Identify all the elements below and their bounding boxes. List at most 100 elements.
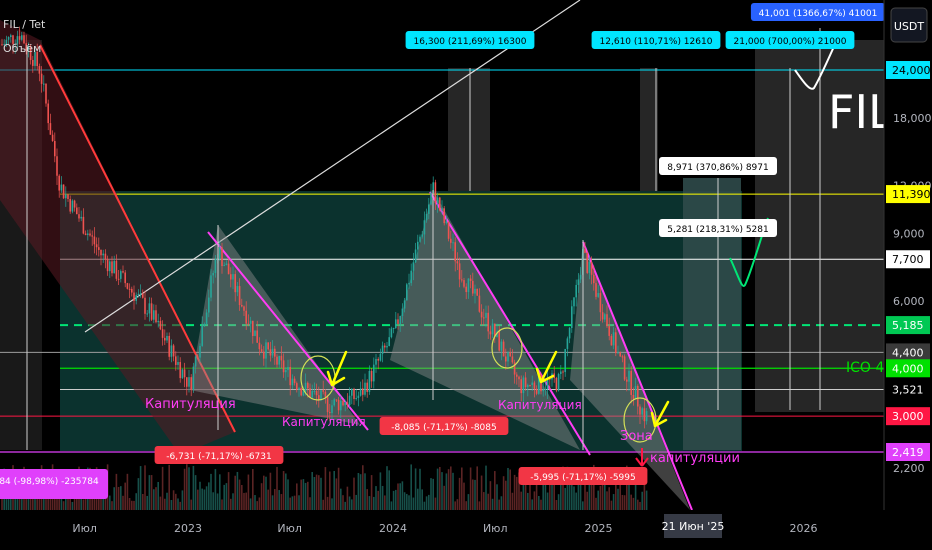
candle-body	[379, 353, 382, 361]
currency-button[interactable]: USDT	[890, 7, 928, 43]
price-badge: 7,700	[886, 250, 930, 269]
volume-bar	[221, 499, 223, 510]
candle-body	[146, 313, 148, 315]
measure-label: 21,000 (700,00%) 21000	[725, 31, 855, 49]
volume-bar	[175, 493, 177, 510]
volume-bar	[126, 473, 129, 510]
candle-body	[617, 352, 619, 354]
volume-bar	[474, 479, 476, 510]
volume-bar	[208, 482, 210, 510]
volume-bar	[1, 492, 3, 510]
volume-bar	[419, 468, 421, 510]
candle-body	[485, 312, 487, 318]
volume-bar	[560, 482, 562, 510]
volume-bar	[498, 499, 500, 510]
volume-bar	[417, 488, 419, 510]
volume-bar	[296, 483, 298, 510]
volume-bar	[348, 496, 351, 510]
candle-body	[447, 221, 450, 239]
candle-body	[623, 356, 626, 380]
volume-bar	[553, 482, 555, 510]
svg-text:21,000 (700,00%) 21000: 21,000 (700,00%) 21000	[734, 37, 847, 47]
volume-bar	[529, 470, 531, 510]
candle-body	[25, 43, 27, 50]
candle-body	[203, 323, 206, 326]
volume-bar	[507, 467, 509, 510]
candle-body	[168, 335, 170, 357]
volume-bar	[469, 467, 472, 510]
volume-bar	[144, 465, 146, 510]
candle-body	[106, 259, 109, 272]
candle-body	[353, 388, 355, 399]
volume-bar	[626, 465, 628, 510]
volume-bar	[463, 482, 465, 510]
candle-body	[241, 304, 243, 307]
candle-body	[513, 362, 516, 375]
candle-body	[320, 390, 322, 401]
candle-body	[67, 194, 69, 200]
currency-button-label[interactable]: USDT	[894, 20, 925, 33]
volume-bar	[641, 491, 643, 510]
measure-label: -5,995 (-71,17%) -5995	[518, 467, 648, 485]
candle-body	[188, 377, 190, 387]
candle-body	[549, 378, 551, 380]
volume-bar	[122, 495, 124, 510]
volume-bar	[322, 499, 324, 510]
candle-body	[252, 320, 254, 336]
volume-bar	[531, 499, 533, 510]
candle-body	[139, 293, 142, 295]
candle-body	[557, 373, 560, 391]
volume-bar	[452, 472, 454, 510]
candle-body	[527, 384, 529, 388]
candle-body	[87, 233, 89, 235]
volume-bar	[630, 494, 632, 510]
svg-text:-8,085 (-71,17%) -8085: -8,085 (-71,17%) -8085	[391, 423, 496, 433]
candle-body	[234, 274, 236, 293]
candle-body	[172, 345, 175, 357]
volume-bar	[234, 475, 236, 510]
volume-bar	[639, 501, 641, 510]
volume-bar	[392, 490, 395, 510]
candle-body	[287, 367, 289, 371]
volume-bar	[115, 473, 118, 510]
candle-body	[82, 216, 85, 234]
time-axis[interactable]	[0, 510, 932, 550]
candle-body	[542, 389, 544, 392]
volume-bar	[544, 472, 547, 510]
candle-body	[263, 351, 265, 359]
candle-body	[406, 284, 408, 301]
volume-bar	[190, 499, 192, 510]
candle-body	[531, 382, 533, 386]
volume-bar	[568, 472, 571, 510]
time-tick-label: 2023	[174, 522, 202, 535]
volume-bar	[120, 486, 122, 510]
yellow-arrows	[326, 350, 670, 428]
volume-bar	[423, 501, 426, 510]
candle-body	[186, 377, 188, 387]
candle-body	[91, 235, 93, 237]
volume-bar	[496, 484, 498, 510]
candle-body	[100, 249, 102, 256]
volume-bar	[643, 484, 646, 510]
candle-body	[419, 236, 421, 242]
volume-bar	[520, 491, 522, 510]
volume-bar	[45, 488, 47, 510]
volume-bar	[285, 473, 287, 510]
candle-body	[456, 261, 459, 264]
volume-bar	[621, 494, 624, 510]
candle-body	[566, 338, 569, 349]
candle-body	[205, 312, 208, 324]
candle-body	[293, 378, 296, 384]
volume-bar	[458, 477, 461, 510]
volume-bar	[73, 497, 76, 510]
candle-body	[439, 197, 441, 211]
volume-bar	[186, 464, 188, 510]
zone-arrow	[635, 448, 649, 467]
volume-bar	[573, 486, 575, 510]
candle-body	[384, 345, 386, 348]
volume-bar	[447, 469, 450, 510]
volume-bar	[370, 475, 373, 510]
candle-body	[289, 367, 291, 386]
volume-bar	[533, 491, 536, 510]
